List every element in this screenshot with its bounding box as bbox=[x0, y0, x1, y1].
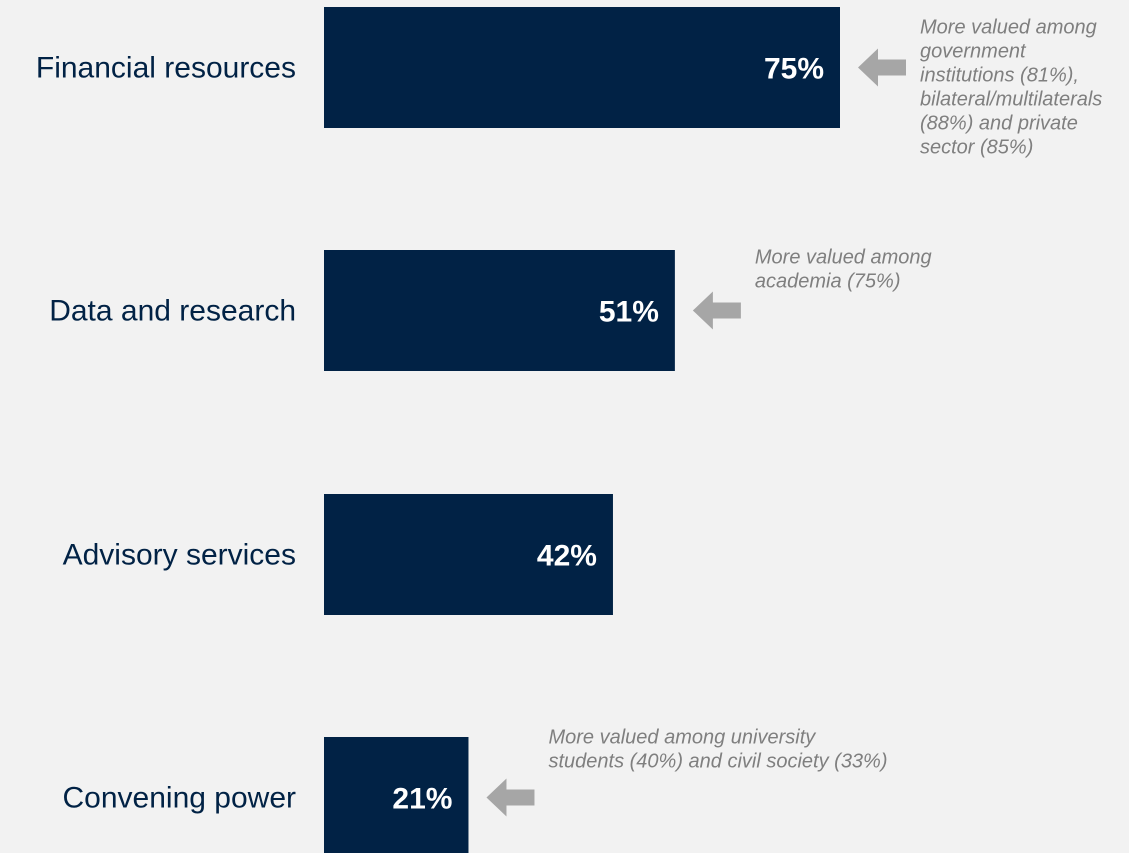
bar-advisory-services bbox=[324, 494, 613, 615]
annotation-line-financial-resources: bilateral/multilaterals bbox=[920, 89, 1102, 111]
value-label-financial-resources: 75% bbox=[764, 53, 824, 86]
category-label-data-and-research: Data and research bbox=[49, 295, 296, 328]
annotation-line-convening-power: students (40%) and civil society (33%) bbox=[548, 751, 887, 773]
annotation-line-financial-resources: More valued among bbox=[920, 17, 1097, 39]
value-label-data-and-research: 51% bbox=[599, 296, 659, 329]
annotation-line-data-and-research: More valued among bbox=[755, 247, 932, 269]
annotation-line-financial-resources: government bbox=[920, 41, 1027, 63]
arrow-icon bbox=[858, 48, 906, 87]
bar-financial-resources bbox=[324, 7, 840, 128]
annotation-line-financial-resources: institutions (81%), bbox=[920, 65, 1079, 87]
category-label-advisory-services: Advisory services bbox=[63, 539, 296, 572]
annotation-line-data-and-research: academia (75%) bbox=[755, 271, 901, 293]
category-label-convening-power: Convening power bbox=[63, 782, 296, 815]
bar-convening-power bbox=[324, 737, 469, 853]
annotation-line-financial-resources: (88%) and private bbox=[920, 113, 1078, 135]
value-label-convening-power: 21% bbox=[392, 783, 452, 816]
annotation-line-financial-resources: sector (85%) bbox=[920, 137, 1033, 159]
arrow-icon bbox=[692, 291, 741, 330]
value-label-advisory-services: 42% bbox=[537, 540, 597, 573]
category-label-financial-resources: Financial resources bbox=[36, 52, 296, 85]
annotation-line-convening-power: More valued among university bbox=[548, 727, 816, 749]
bar-data-and-research bbox=[324, 250, 675, 371]
arrow-icon bbox=[486, 778, 535, 817]
